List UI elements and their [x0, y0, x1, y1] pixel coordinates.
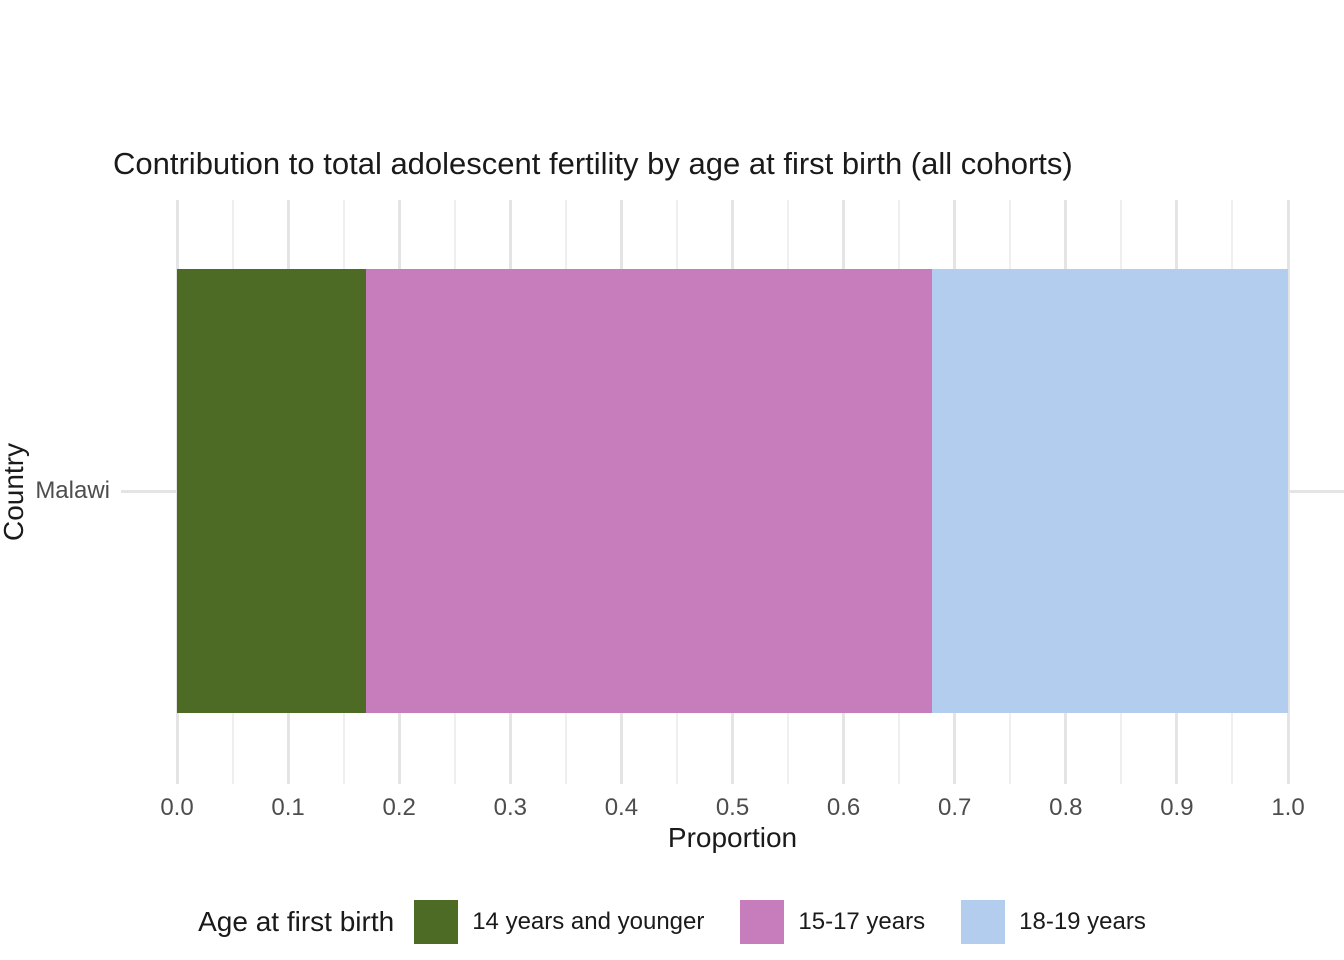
x-tick-label: 0.8 — [1049, 794, 1083, 821]
y-axis-title: Country — [0, 442, 29, 542]
x-tick-label: 0.1 — [271, 794, 305, 821]
legend-label: 15-17 years — [798, 908, 926, 935]
bar-segment-14-years-and-younger — [177, 269, 366, 713]
stacked-bar-malawi — [177, 269, 1288, 713]
x-tick-label: 0.6 — [826, 794, 861, 821]
legend-title: Age at first birth — [198, 906, 395, 937]
legend-swatch — [740, 900, 785, 944]
legend-swatch — [961, 900, 1006, 944]
x-tick-label: 1.0 — [1271, 794, 1305, 821]
plot-panel — [121, 200, 1344, 784]
x-tick-label: 0.2 — [382, 794, 416, 821]
legend-items: 14 years and younger 15-17 years 18-19 yea… — [414, 900, 1146, 944]
bar-segment-15-17-years — [365, 269, 933, 713]
chart-title: Contribution to total adolescent fertili… — [113, 146, 1073, 181]
legend: Age at first birth 14 years and younger 1… — [0, 896, 1344, 948]
legend-item: 18-19 years — [961, 900, 1146, 944]
v-gridline-major — [1286, 200, 1290, 784]
x-tick-label: 0.0 — [160, 794, 194, 821]
x-tick-label: 0.9 — [1160, 794, 1194, 821]
legend-item: 15-17 years — [740, 900, 925, 944]
x-tick-label: 0.4 — [604, 794, 639, 821]
legend-swatch — [414, 900, 459, 944]
x-tick-label: 0.5 — [715, 794, 750, 821]
x-tick-label: 0.7 — [938, 794, 972, 821]
x-tick-label: 0.3 — [493, 794, 527, 821]
x-axis-tick-labels: 0.0 0.1 0.2 0.3 0.4 0.5 0.6 0.7 0.8 0.9 1.0 — [121, 794, 1344, 824]
y-tick-label-malawi: Malawi — [35, 477, 110, 504]
bar-segment-18-19-years — [932, 269, 1288, 713]
x-axis-title: Proportion — [667, 822, 798, 853]
legend-item: 14 years and younger — [414, 900, 704, 944]
legend-label: 14 years and younger — [472, 908, 705, 935]
legend-label: 18-19 years — [1019, 908, 1146, 935]
